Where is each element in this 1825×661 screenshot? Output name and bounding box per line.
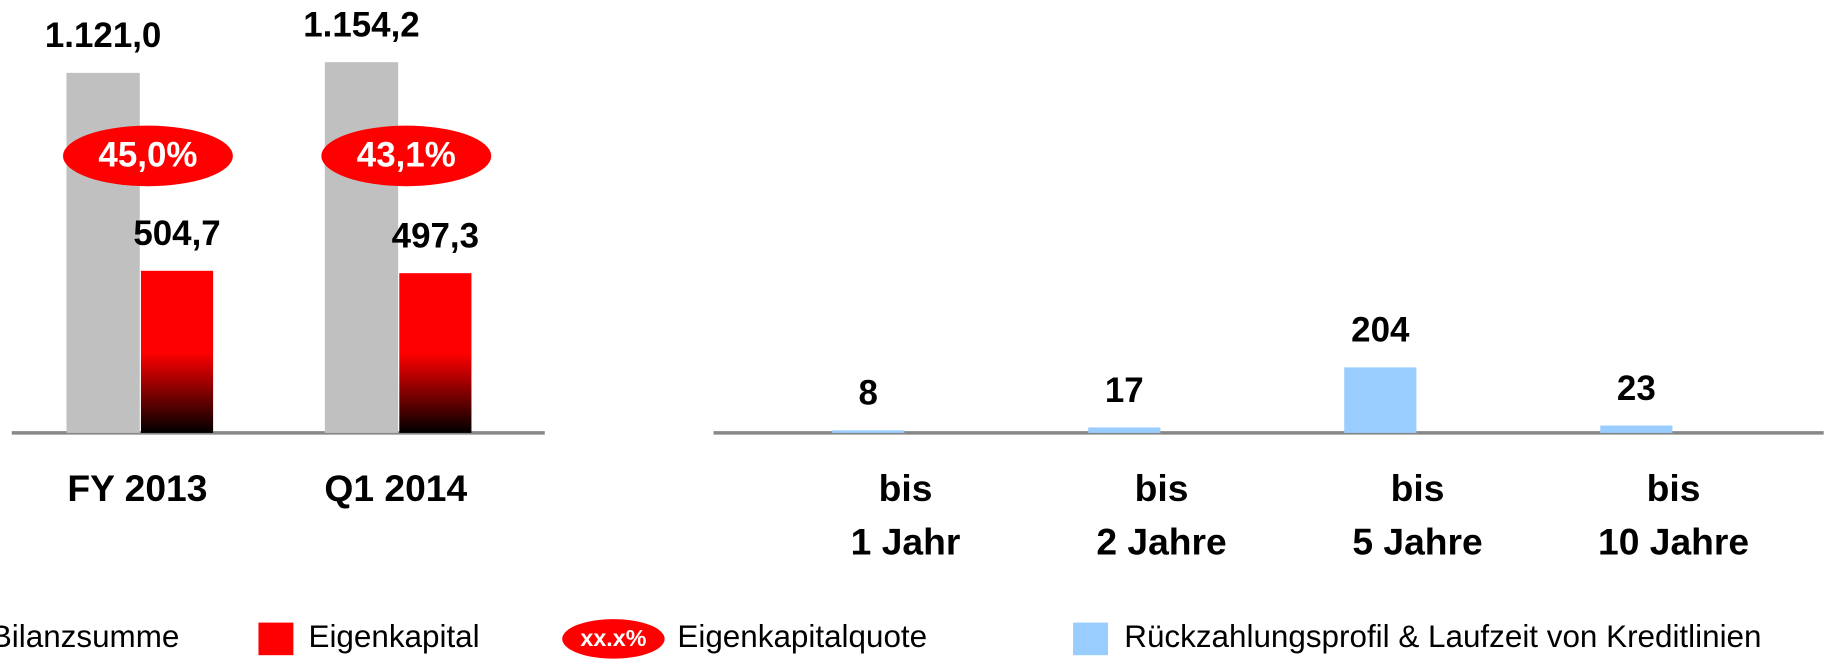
bar: [1600, 425, 1673, 433]
value-label: 504,7: [133, 214, 220, 253]
value-label: 8: [859, 374, 878, 413]
value-label: 23: [1617, 369, 1656, 408]
x-tick-label: bis: [1135, 467, 1189, 509]
bar: [1344, 367, 1417, 433]
value-label: 1.154,2: [303, 5, 419, 44]
legend-swatch: [258, 622, 294, 656]
bar: [1088, 427, 1161, 433]
bar: [324, 62, 399, 433]
legend-label: Rückzahlungsprofil & Laufzeit von Kredit…: [1124, 619, 1761, 654]
x-tick-label: bis: [1391, 467, 1445, 509]
x-tick-label: FY 2013: [67, 467, 207, 509]
x-tick-label: Q1 2014: [324, 467, 467, 509]
x-tick-label: 1 Jahr: [851, 520, 961, 562]
bar: [140, 270, 214, 433]
x-tick-label: 10 Jahre: [1598, 520, 1749, 562]
legend-label: Eigenkapitalquote: [677, 619, 927, 654]
x-tick-label: bis: [879, 467, 933, 509]
legend-swatch: [562, 619, 665, 659]
ratio-badge: [62, 125, 233, 187]
legend-swatch: [1073, 622, 1109, 656]
legend-marker-label: xx.x%: [580, 625, 646, 651]
x-tick-label: 2 Jahre: [1096, 520, 1226, 562]
bar: [399, 273, 472, 433]
ratio-badge: [321, 125, 492, 187]
ratio-label: 43,1%: [357, 135, 456, 174]
value-label: 17: [1105, 371, 1144, 410]
x-tick-label: 5 Jahre: [1352, 520, 1482, 562]
value-label: 204: [1351, 311, 1410, 350]
x-tick-label: bis: [1647, 467, 1701, 509]
legend-label: Eigenkapital: [309, 619, 480, 654]
value-label: 1.121,0: [45, 16, 161, 55]
bar: [832, 430, 905, 433]
value-label: 497,3: [392, 216, 479, 255]
ratio-label: 45,0%: [98, 135, 197, 174]
legend-label: Bilanzsumme: [0, 619, 179, 654]
